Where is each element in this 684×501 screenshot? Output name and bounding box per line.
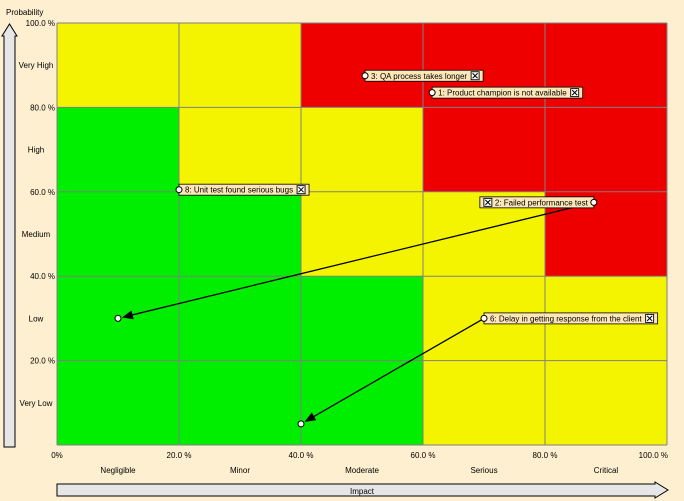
y-tick-label: 100.0 % — [26, 19, 55, 28]
zone-cell-yellow — [301, 191, 423, 277]
risk-point-handle[interactable] — [361, 72, 369, 80]
zone-cell-yellow — [179, 23, 301, 108]
risk-item: 3: QA process takes longer — [361, 69, 484, 82]
zone-cell-green — [301, 276, 423, 361]
x-category-label: Serious — [470, 466, 497, 475]
y-category-label: Very Low — [20, 399, 53, 408]
zone-cell-red — [301, 23, 423, 108]
y-tick-label: 20.0 % — [30, 357, 55, 366]
x-category-label: Minor — [230, 466, 250, 475]
y-category-label: High — [28, 146, 44, 155]
risk-item: 1: Product champion is not available — [428, 86, 584, 99]
risk-label: 6: Delay in getting response from the cl… — [490, 314, 642, 323]
y-tick-label: 80.0 % — [30, 103, 55, 112]
y-axis-categories: Very Low Low Medium High Very High — [19, 61, 54, 408]
zone-cell-green — [179, 360, 301, 445]
risk-point-handle[interactable] — [480, 314, 488, 322]
zone-cell-yellow — [301, 107, 423, 192]
close-cross-icon — [485, 199, 491, 206]
risk-label: 3: QA process takes longer — [371, 72, 467, 81]
zone-cell-yellow — [423, 360, 545, 445]
trend-arrow-line — [311, 317, 485, 419]
risk-label: 1: Product champion is not available — [438, 89, 567, 98]
risk-item: 6: Delay in getting response from the cl… — [480, 312, 659, 325]
y-axis-title: Probability — [6, 8, 43, 17]
close-cross-icon — [298, 186, 304, 193]
x-tick-label: 60.0 % — [411, 451, 436, 460]
y-category-label: Low — [29, 314, 44, 323]
risk-zones — [57, 23, 667, 445]
x-tick-label: 80.0 % — [533, 451, 558, 460]
trend-arrow-line — [129, 201, 594, 317]
risk-point-handle[interactable] — [175, 186, 183, 194]
zone-cell-green — [301, 360, 423, 445]
risk-label: 8: Unit test found serious bugs — [185, 186, 293, 195]
zone-cell-yellow — [545, 360, 667, 445]
trend-arrow-head — [304, 412, 317, 422]
x-tick-label: 0% — [51, 451, 63, 460]
zone-cell-yellow — [179, 107, 301, 192]
x-tick-label: 40.0 % — [289, 451, 314, 460]
x-axis-arrow — [56, 481, 669, 499]
x-category-label: Critical — [594, 466, 619, 475]
zone-cell-green — [179, 276, 301, 361]
y-tick-label: 60.0 % — [30, 188, 55, 197]
risk-point-handle[interactable] — [428, 89, 436, 97]
y-axis-arrow — [1, 23, 18, 448]
risk-points: 3: QA process takes longer 1: Product cha… — [175, 69, 659, 325]
close-cross-icon — [571, 89, 578, 96]
y-category-label: Very High — [19, 61, 54, 70]
zone-cell-green — [179, 191, 301, 277]
trend-end-marker — [114, 314, 122, 322]
risk-point-handle[interactable] — [590, 198, 598, 206]
y-category-label: Medium — [22, 230, 51, 239]
x-category-label: Negligible — [100, 466, 136, 475]
x-tick-label: 20.0 % — [167, 451, 192, 460]
x-axis-categories: Negligible Minor Moderate Serious Critical — [100, 466, 618, 475]
x-axis-ticks: 0% 20.0 % 40.0 % 60.0 % 80.0 % 100.0 % — [51, 451, 668, 460]
risk-label: 2: Failed performance test — [495, 198, 589, 207]
trend-end-marker — [297, 420, 305, 428]
trend-arrow-head — [121, 310, 134, 320]
x-tick-label: 100.0 % — [639, 451, 668, 460]
risk-trend-arrows — [114, 201, 594, 428]
x-category-label: Moderate — [345, 466, 379, 475]
risk-item: 8: Unit test found serious bugs — [175, 183, 310, 196]
y-axis-ticks: 20.0 % 40.0 % 60.0 % 80.0 % 100.0 % — [26, 19, 55, 366]
zone-cell-red — [545, 107, 667, 192]
zone-cell-yellow — [57, 23, 179, 108]
risk-item: 2: Failed performance test — [479, 196, 598, 209]
zone-cell-red — [423, 107, 545, 192]
zone-cell-green — [57, 191, 179, 277]
grid-lines — [56, 22, 668, 446]
y-tick-label: 40.0 % — [30, 272, 55, 281]
x-axis-title: Impact — [350, 487, 375, 496]
zone-cell-green — [57, 360, 179, 445]
close-cross-icon — [472, 72, 478, 79]
zone-cell-green — [57, 107, 179, 192]
close-cross-icon — [646, 315, 653, 322]
